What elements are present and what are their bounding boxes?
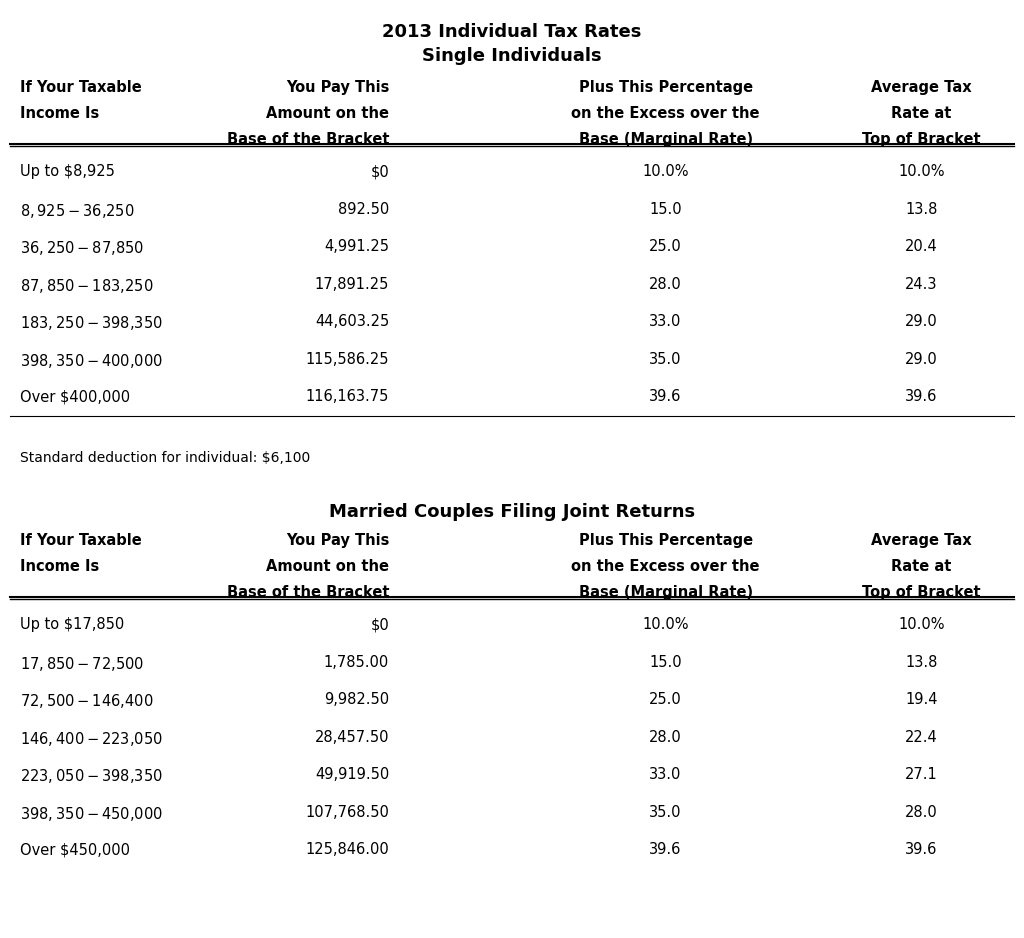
Text: 13.8: 13.8 bbox=[905, 655, 938, 670]
Text: 39.6: 39.6 bbox=[905, 389, 938, 404]
Text: $72,500 - $146,400: $72,500 - $146,400 bbox=[20, 692, 154, 710]
Text: 35.0: 35.0 bbox=[649, 352, 682, 367]
Text: 10.0%: 10.0% bbox=[642, 617, 689, 632]
Text: 27.1: 27.1 bbox=[905, 767, 938, 782]
Text: 1,785.00: 1,785.00 bbox=[324, 655, 389, 670]
Text: You Pay This: You Pay This bbox=[286, 533, 389, 548]
Text: 10.0%: 10.0% bbox=[898, 617, 945, 632]
Text: 115,586.25: 115,586.25 bbox=[305, 352, 389, 367]
Text: Amount on the: Amount on the bbox=[266, 559, 389, 574]
Text: 15.0: 15.0 bbox=[649, 655, 682, 670]
Text: You Pay This: You Pay This bbox=[286, 80, 389, 95]
Text: 116,163.75: 116,163.75 bbox=[306, 389, 389, 404]
Text: 15.0: 15.0 bbox=[649, 202, 682, 217]
Text: 17,891.25: 17,891.25 bbox=[314, 277, 389, 292]
Text: $398,350 - $450,000: $398,350 - $450,000 bbox=[20, 805, 163, 823]
Text: 28.0: 28.0 bbox=[649, 730, 682, 745]
Text: Base (Marginal Rate): Base (Marginal Rate) bbox=[579, 585, 753, 600]
Text: Over $400,000: Over $400,000 bbox=[20, 389, 131, 404]
Text: If Your Taxable: If Your Taxable bbox=[20, 533, 142, 548]
Text: $8,925 - $36,250: $8,925 - $36,250 bbox=[20, 202, 135, 219]
Text: 892.50: 892.50 bbox=[338, 202, 389, 217]
Text: Plus This Percentage: Plus This Percentage bbox=[579, 80, 753, 95]
Text: 13.8: 13.8 bbox=[905, 202, 938, 217]
Text: 29.0: 29.0 bbox=[905, 314, 938, 329]
Text: 19.4: 19.4 bbox=[905, 692, 938, 707]
Text: on the Excess over the: on the Excess over the bbox=[571, 559, 760, 574]
Text: Base (Marginal Rate): Base (Marginal Rate) bbox=[579, 132, 753, 147]
Text: 107,768.50: 107,768.50 bbox=[305, 805, 389, 820]
Text: Amount on the: Amount on the bbox=[266, 106, 389, 121]
Text: Married Couples Filing Joint Returns: Married Couples Filing Joint Returns bbox=[329, 503, 695, 521]
Text: Standard deduction for individual: $6,100: Standard deduction for individual: $6,10… bbox=[20, 451, 310, 465]
Text: 35.0: 35.0 bbox=[649, 805, 682, 820]
Text: 24.3: 24.3 bbox=[905, 277, 938, 292]
Text: Income Is: Income Is bbox=[20, 559, 99, 574]
Text: $223,050 - $398,350: $223,050 - $398,350 bbox=[20, 767, 163, 785]
Text: $398,350 - $400,000: $398,350 - $400,000 bbox=[20, 352, 163, 370]
Text: If Your Taxable: If Your Taxable bbox=[20, 80, 142, 95]
Text: 28.0: 28.0 bbox=[905, 805, 938, 820]
Text: Income Is: Income Is bbox=[20, 106, 99, 121]
Text: Up to $17,850: Up to $17,850 bbox=[20, 617, 125, 632]
Text: 39.6: 39.6 bbox=[649, 842, 682, 857]
Text: 39.6: 39.6 bbox=[905, 842, 938, 857]
Text: Top of Bracket: Top of Bracket bbox=[862, 132, 981, 147]
Text: Over $450,000: Over $450,000 bbox=[20, 842, 130, 857]
Text: $36,250 - $87,850: $36,250 - $87,850 bbox=[20, 239, 144, 257]
Text: 39.6: 39.6 bbox=[649, 389, 682, 404]
Text: 125,846.00: 125,846.00 bbox=[305, 842, 389, 857]
Text: Average Tax: Average Tax bbox=[871, 533, 972, 548]
Text: $0: $0 bbox=[371, 164, 389, 179]
Text: Plus This Percentage: Plus This Percentage bbox=[579, 533, 753, 548]
Text: 20.4: 20.4 bbox=[905, 239, 938, 254]
Text: on the Excess over the: on the Excess over the bbox=[571, 106, 760, 121]
Text: Rate at: Rate at bbox=[892, 106, 951, 121]
Text: 44,603.25: 44,603.25 bbox=[314, 314, 389, 329]
Text: $87,850 - $183,250: $87,850 - $183,250 bbox=[20, 277, 154, 295]
Text: 22.4: 22.4 bbox=[905, 730, 938, 745]
Text: 33.0: 33.0 bbox=[649, 314, 682, 329]
Text: $183,250 - $398,350: $183,250 - $398,350 bbox=[20, 314, 163, 332]
Text: 28,457.50: 28,457.50 bbox=[314, 730, 389, 745]
Text: Single Individuals: Single Individuals bbox=[422, 47, 602, 65]
Text: 4,991.25: 4,991.25 bbox=[325, 239, 389, 254]
Text: 29.0: 29.0 bbox=[905, 352, 938, 367]
Text: 33.0: 33.0 bbox=[649, 767, 682, 782]
Text: 25.0: 25.0 bbox=[649, 692, 682, 707]
Text: Base of the Bracket: Base of the Bracket bbox=[226, 132, 389, 147]
Text: Average Tax: Average Tax bbox=[871, 80, 972, 95]
Text: 2013 Individual Tax Rates: 2013 Individual Tax Rates bbox=[382, 23, 642, 41]
Text: $0: $0 bbox=[371, 617, 389, 632]
Text: 10.0%: 10.0% bbox=[898, 164, 945, 179]
Text: Base of the Bracket: Base of the Bracket bbox=[226, 585, 389, 600]
Text: 10.0%: 10.0% bbox=[642, 164, 689, 179]
Text: $146,400 - $223,050: $146,400 - $223,050 bbox=[20, 730, 163, 748]
Text: $17,850 - $72,500: $17,850 - $72,500 bbox=[20, 655, 144, 673]
Text: 28.0: 28.0 bbox=[649, 277, 682, 292]
Text: 25.0: 25.0 bbox=[649, 239, 682, 254]
Text: Rate at: Rate at bbox=[892, 559, 951, 574]
Text: 49,919.50: 49,919.50 bbox=[314, 767, 389, 782]
Text: 9,982.50: 9,982.50 bbox=[324, 692, 389, 707]
Text: Top of Bracket: Top of Bracket bbox=[862, 585, 981, 600]
Text: Up to $8,925: Up to $8,925 bbox=[20, 164, 116, 179]
